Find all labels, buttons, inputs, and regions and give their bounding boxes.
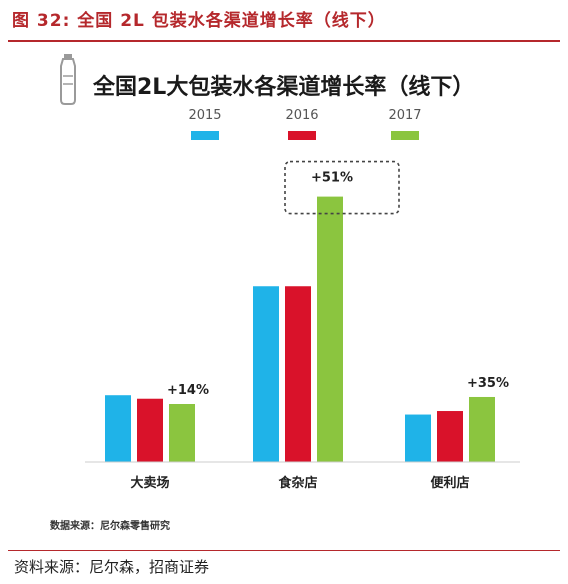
x-tick-label: 食杂店 — [278, 475, 317, 491]
chart-data-note: 数据来源：尼尔森零售研究 — [50, 519, 170, 532]
legend-label-2015: 2015 — [188, 108, 221, 123]
bar-2017-1 — [317, 196, 343, 462]
bar-2016-2 — [437, 411, 463, 462]
x-tick-label: 大卖场 — [130, 475, 169, 491]
caption-rule — [8, 40, 560, 42]
water-bottle-icon — [60, 54, 76, 105]
legend-label-2017: 2017 — [388, 108, 421, 123]
annotation-label: +14% — [167, 383, 209, 398]
legend-swatch-2017 — [391, 131, 419, 140]
legend-label-2016: 2016 — [285, 108, 318, 123]
chart-title: 全国2L大包装水各渠道增长率（线下） — [92, 74, 474, 100]
annotation-label: +35% — [467, 376, 509, 391]
legend-swatch-2016 — [288, 131, 316, 140]
source-rule — [8, 550, 560, 551]
legend-swatch-2015 — [191, 131, 219, 140]
annotation-box — [284, 160, 400, 215]
bar-2015-2 — [405, 414, 431, 462]
bar-2015-0 — [105, 395, 131, 462]
bar-2016-1 — [285, 286, 311, 462]
bar-2015-1 — [253, 286, 279, 462]
bar-chart: 全国2L大包装水各渠道增长率（线下） 2015 2016 2017 +14% +51%… — [50, 54, 520, 532]
x-axis-labels: 大卖场 食杂店 便利店 — [130, 475, 469, 491]
legend: 2015 2016 2017 — [188, 108, 422, 140]
bar-2017-2 — [469, 396, 495, 462]
bar-2017-0 — [169, 404, 195, 462]
bar-2016-0 — [137, 398, 163, 462]
figure-caption: 图 32: 全国 2L 包装水各渠道增长率（线下） — [12, 11, 386, 31]
bars — [105, 196, 495, 462]
annotations: +14% +51% +35% — [167, 160, 509, 398]
annotation-label: +51% — [311, 171, 353, 186]
source-note: 资料来源：尼尔森，招商证券 — [14, 558, 210, 576]
x-tick-label: 便利店 — [430, 475, 469, 491]
